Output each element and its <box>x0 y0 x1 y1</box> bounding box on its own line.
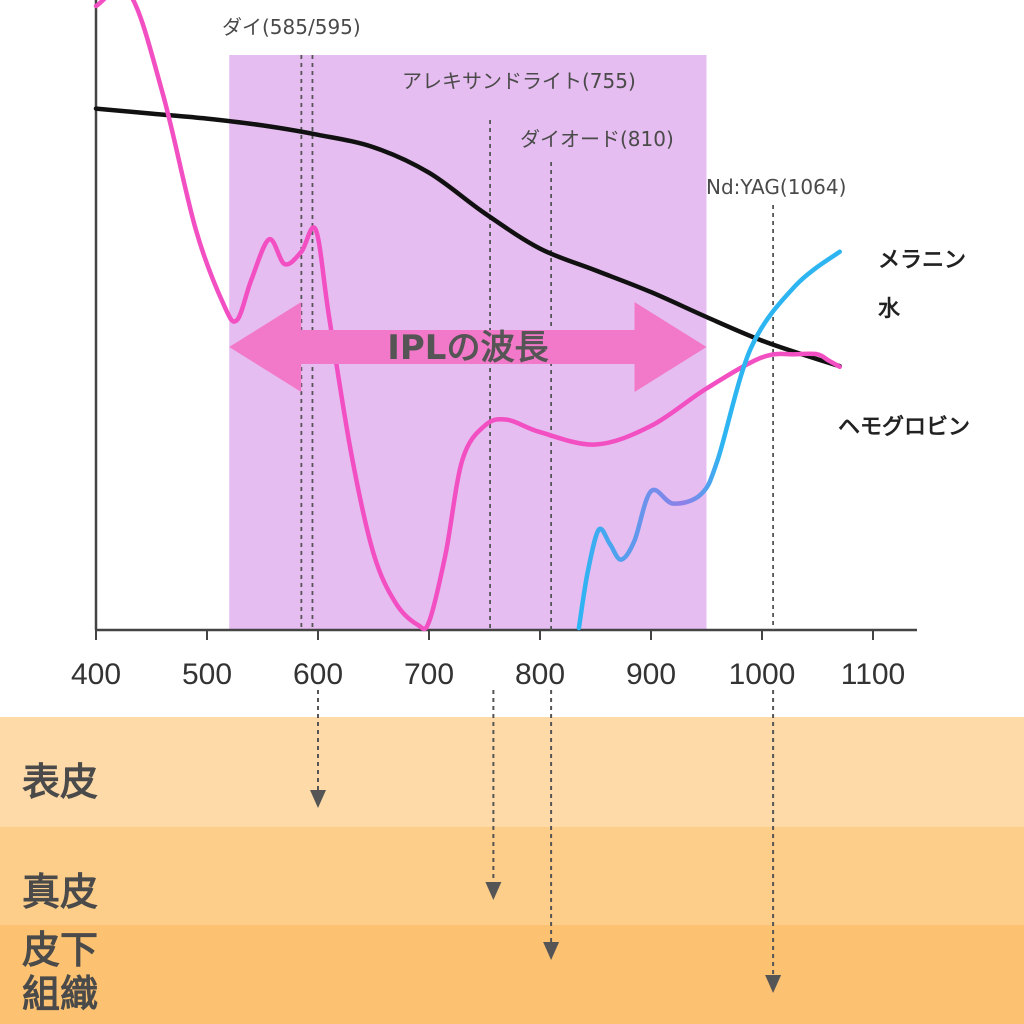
x-tick-label-1100: 1100 <box>841 658 906 691</box>
series-label-water: 水 <box>878 297 901 322</box>
x-tick-label-500: 500 <box>182 658 232 691</box>
series-line-melanin <box>93 106 842 369</box>
layer-subcutis <box>0 925 1024 1024</box>
layer-epidermis <box>0 717 1024 827</box>
series-line-water <box>576 249 842 631</box>
laser-labels: ダイ(585/595) アレキサンドライト(755) ダイオード(810) Nd:YA… <box>222 15 846 199</box>
layer-label-dermis: 真皮 <box>22 869 98 914</box>
ipl-arrow <box>229 302 707 392</box>
laser-label-0: ダイ(585/595) <box>222 15 361 39</box>
layer-dermis <box>0 827 1024 925</box>
penetration-arrows <box>310 690 782 993</box>
x-tick-label-700: 700 <box>404 658 454 691</box>
x-tick-label-900: 900 <box>626 658 676 691</box>
series-line-hemoglobin <box>93 0 842 632</box>
layer-label-epidermis: 表皮 <box>22 759 98 804</box>
series-group <box>93 0 842 632</box>
x-ticks: 400 500 600 700 800 900 1000 1100 <box>71 630 905 691</box>
x-tick-label-800: 800 <box>515 658 565 691</box>
series-label-hemoglobin: ヘモグロビン <box>838 414 970 440</box>
laser-label-3: Nd:YAG(1064) <box>706 175 846 199</box>
series-label-melanin: メラニン <box>878 248 966 273</box>
x-tick-label-600: 600 <box>293 658 343 691</box>
laser-lines <box>300 55 774 630</box>
x-tick-label-1000: 1000 <box>729 658 796 691</box>
laser-label-2: ダイオード(810) <box>520 127 674 151</box>
ipl-label: IPLの波長 <box>387 328 549 368</box>
layer-label-subcutis: 皮下組織 <box>22 927 98 1016</box>
laser-label-1: アレキサンドライト(755) <box>402 69 636 93</box>
x-tick-label-400: 400 <box>71 658 121 691</box>
